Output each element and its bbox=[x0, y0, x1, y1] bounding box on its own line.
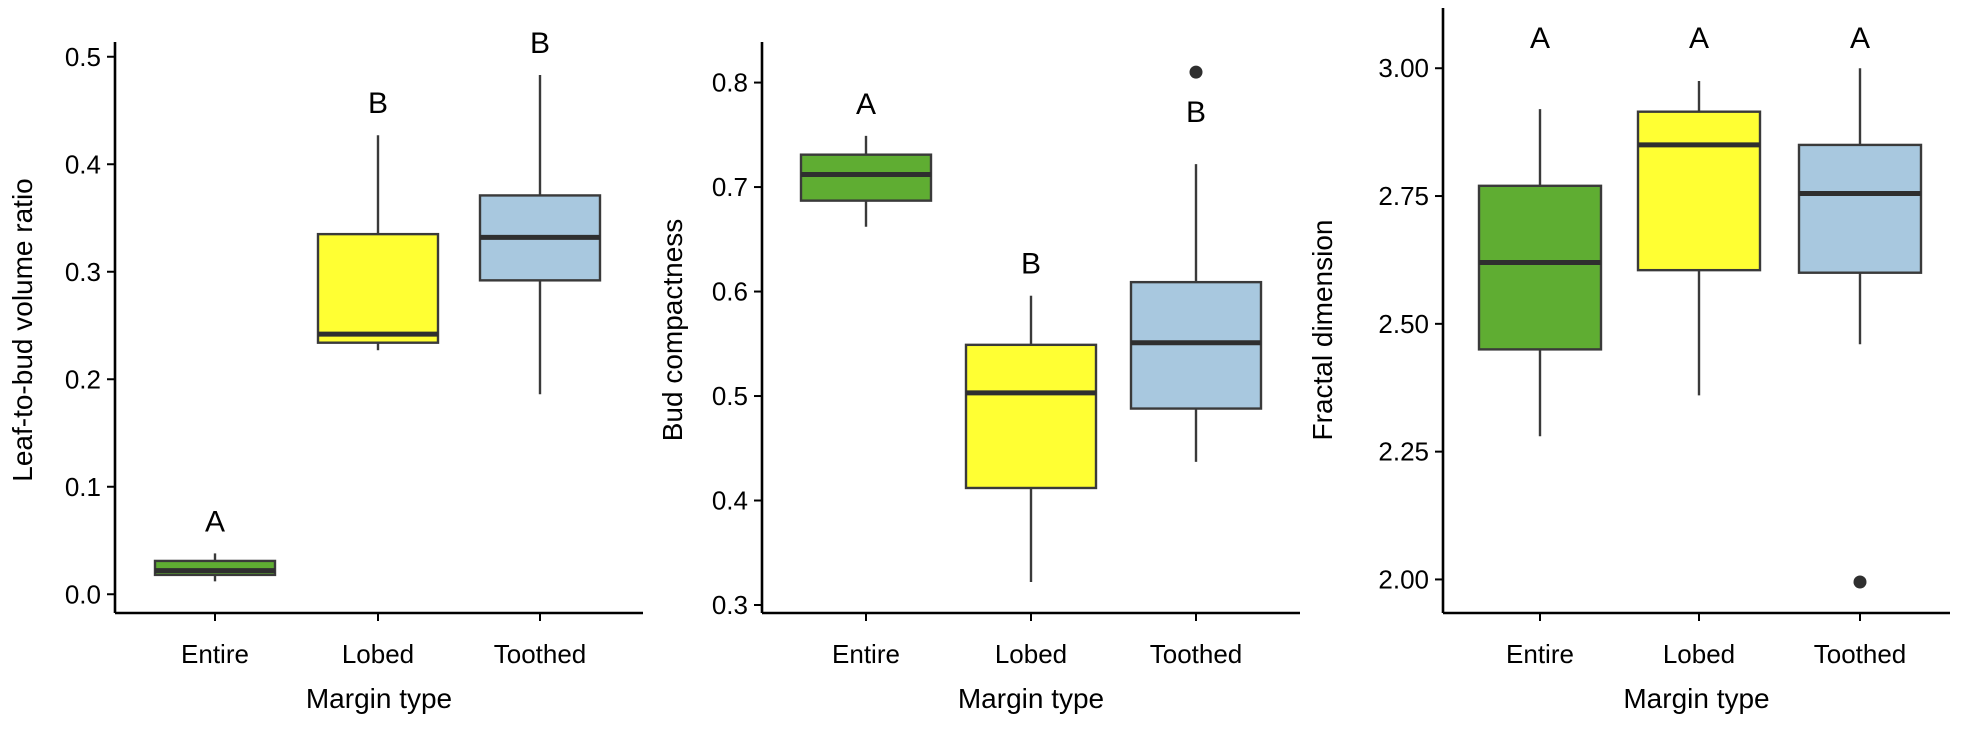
box-toothed bbox=[1129, 280, 1263, 410]
outlier-point bbox=[1853, 575, 1867, 589]
box-entire bbox=[1477, 184, 1603, 351]
significance-letter: B bbox=[1186, 96, 1206, 129]
y-tick-label: 0.3 bbox=[712, 590, 748, 620]
x-axis-title: Margin type bbox=[306, 683, 452, 714]
significance-letter: A bbox=[856, 88, 876, 121]
outlier-point bbox=[1189, 65, 1203, 79]
y-tick-label: 2.75 bbox=[1378, 181, 1429, 211]
significance-letter: A bbox=[1850, 22, 1870, 55]
x-tick-label: Toothed bbox=[1814, 639, 1907, 669]
box-lobed bbox=[1636, 110, 1762, 272]
box-lobed bbox=[316, 232, 440, 344]
x-tick-label: Entire bbox=[832, 639, 900, 669]
significance-letter: B bbox=[530, 27, 550, 60]
x-axis-title: Margin type bbox=[1623, 683, 1769, 714]
y-tick-label: 2.25 bbox=[1378, 437, 1429, 467]
y-tick-label: 0.1 bbox=[65, 472, 101, 502]
y-tick-label: 0.8 bbox=[712, 68, 748, 98]
y-tick-label: 2.50 bbox=[1378, 309, 1429, 339]
box-entire bbox=[799, 153, 933, 202]
y-tick-label: 0.3 bbox=[65, 257, 101, 287]
box-lobed bbox=[964, 343, 1098, 490]
x-tick-label: Lobed bbox=[342, 639, 414, 669]
x-tick-label: Entire bbox=[181, 639, 249, 669]
y-tick-label: 0.6 bbox=[712, 277, 748, 307]
y-axis-title: Bud compactness bbox=[657, 219, 688, 442]
x-tick-label: Entire bbox=[1506, 639, 1574, 669]
y-axis-title: Leaf-to-bud volume ratio bbox=[7, 178, 38, 482]
significance-letter: A bbox=[1689, 22, 1709, 55]
y-tick-label: 0.4 bbox=[65, 149, 101, 179]
y-tick-label: 2.00 bbox=[1378, 564, 1429, 594]
y-tick-label: 0.7 bbox=[712, 172, 748, 202]
significance-letter: A bbox=[1530, 22, 1550, 55]
significance-letter: B bbox=[368, 87, 388, 120]
significance-letter: B bbox=[1021, 248, 1041, 281]
y-tick-label: 0.0 bbox=[65, 579, 101, 609]
y-tick-label: 3.00 bbox=[1378, 53, 1429, 83]
x-tick-label: Lobed bbox=[1663, 639, 1735, 669]
x-tick-label: Toothed bbox=[1150, 639, 1243, 669]
y-tick-label: 0.5 bbox=[712, 381, 748, 411]
x-axis-title: Margin type bbox=[958, 683, 1104, 714]
y-axis-title: Fractal dimension bbox=[1307, 220, 1338, 441]
y-tick-label: 0.5 bbox=[65, 42, 101, 72]
x-tick-label: Toothed bbox=[494, 639, 587, 669]
y-tick-label: 0.2 bbox=[65, 364, 101, 394]
box-toothed bbox=[1797, 143, 1923, 274]
significance-letter: A bbox=[205, 505, 225, 538]
x-tick-label: Lobed bbox=[995, 639, 1067, 669]
y-tick-label: 0.4 bbox=[712, 486, 748, 516]
